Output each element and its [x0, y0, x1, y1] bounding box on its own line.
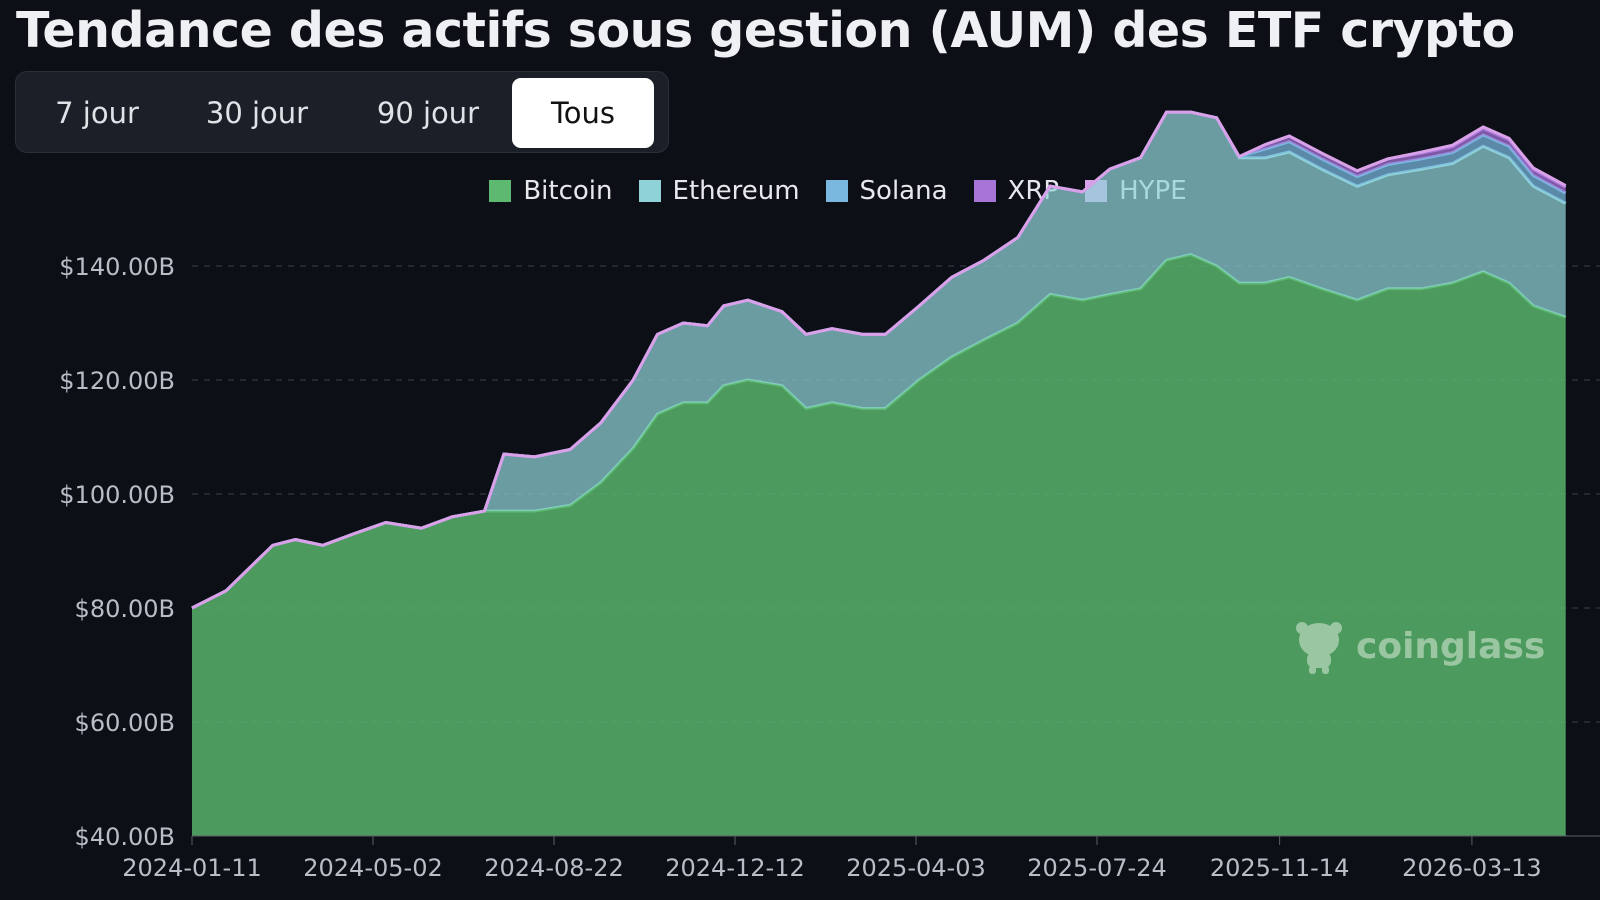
x-tick-label: 2024-12-12 — [665, 854, 804, 882]
series-area-bitcoin — [192, 254, 1566, 837]
y-tick-label: $100.00B — [59, 481, 175, 509]
legend-swatch — [973, 180, 996, 202]
page-title: Tendance des actifs sous gestion (AUM) d… — [16, 2, 1515, 59]
tab-all[interactable]: Tous — [512, 78, 654, 148]
x-tick-label: 2025-11-14 — [1210, 854, 1349, 882]
coinglass-watermark: coinglass — [1292, 618, 1545, 674]
legend-label: Solana — [859, 176, 948, 206]
legend-item-bitcoin[interactable]: Bitcoin — [489, 176, 613, 206]
series-line-hype — [191, 110, 1567, 610]
series-area-solana — [192, 112, 1566, 608]
y-tick-label: $80.00B — [75, 595, 175, 623]
x-tick-label: 2025-04-03 — [846, 854, 985, 882]
legend-item-solana[interactable]: Solana — [825, 176, 948, 206]
x-tick-label: 2024-08-22 — [484, 854, 623, 882]
y-tick-label: $120.00B — [59, 367, 175, 395]
watermark-text: coinglass — [1356, 625, 1546, 667]
x-tick-label: 2025-07-24 — [1027, 854, 1166, 882]
y-tick-label: $40.00B — [75, 823, 175, 851]
y-tick-label: $140.00B — [59, 253, 175, 281]
x-tick-label: 2026-03-13 — [1402, 854, 1541, 882]
tab-7-days[interactable]: 7 jour — [55, 96, 139, 130]
legend-swatch — [638, 180, 661, 202]
x-tick-label: 2024-05-02 — [303, 854, 442, 882]
legend-item-ethereum[interactable]: Ethereum — [638, 176, 800, 206]
series-area-ethereum — [192, 112, 1566, 608]
y-tick-label: $60.00B — [75, 709, 175, 737]
tab-30-days[interactable]: 30 jour — [205, 96, 309, 130]
legend-label: Ethereum — [672, 176, 800, 206]
tab-90-days[interactable]: 90 jour — [376, 96, 480, 130]
legend-label: Bitcoin — [523, 176, 613, 206]
coinglass-mascot-icon — [1296, 622, 1342, 674]
x-tick-label: 2024-01-11 — [122, 854, 261, 882]
legend-swatch — [489, 180, 512, 202]
time-range-selector: 7 jour 30 jour 90 jour Tous — [15, 71, 669, 153]
legend-swatch — [825, 180, 848, 202]
